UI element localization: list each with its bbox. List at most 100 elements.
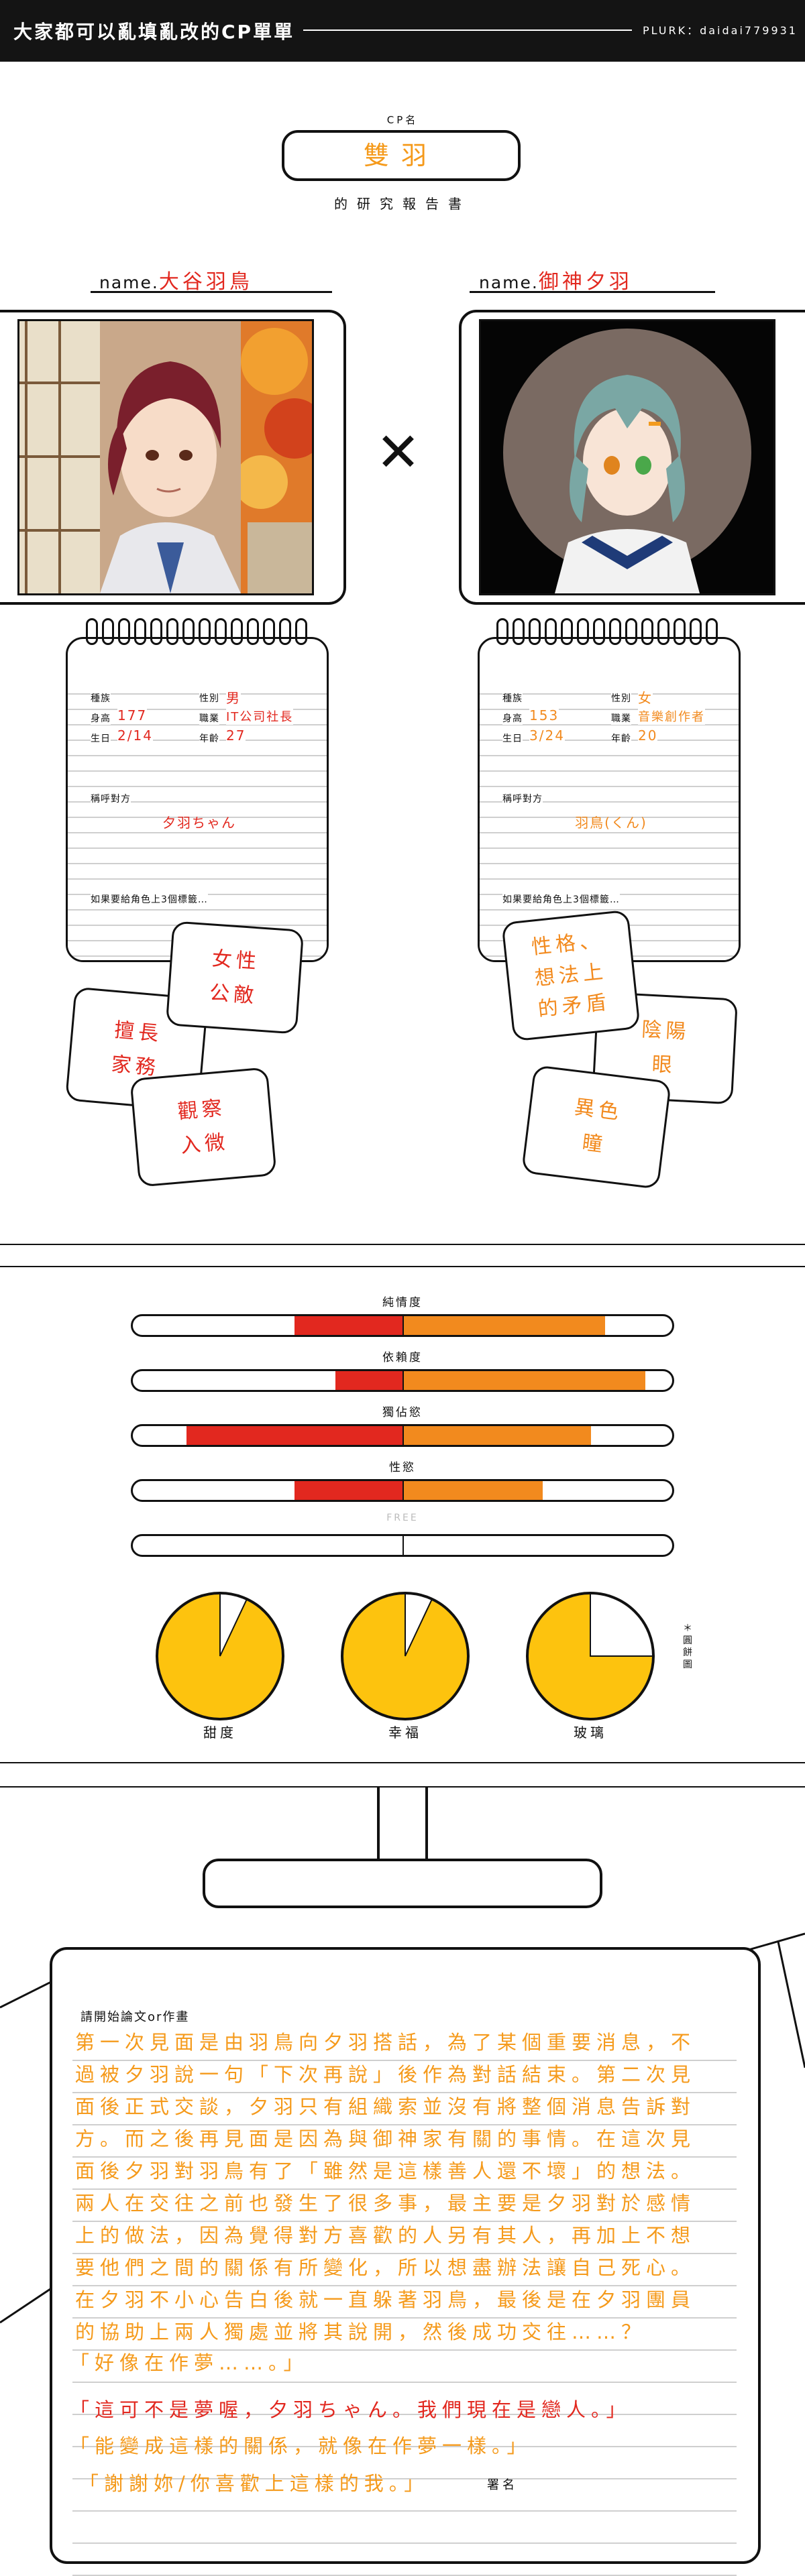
signature-label: 署名	[487, 2478, 518, 2492]
left-tag-3: 觀察 入微	[129, 1067, 277, 1187]
essay-rule	[72, 2349, 737, 2351]
plurk-credit: PLURK：daidai779931	[643, 24, 798, 37]
left-notebook-rings	[86, 618, 314, 652]
notebook-ring	[279, 618, 291, 645]
bar-midline	[402, 1371, 404, 1390]
essay-panel	[50, 1947, 761, 2564]
right-gender-value: 女	[638, 687, 653, 707]
right-height-value: 153	[529, 707, 559, 723]
cp-name-box: 雙羽	[282, 130, 521, 181]
right-callname-label: 稱呼對方	[502, 792, 543, 805]
notebook-ring	[593, 618, 605, 645]
left-age-value: 27	[226, 727, 246, 744]
left-job-value: IT公司社長	[226, 707, 294, 725]
pie-label-sweetness: 甜度	[203, 1724, 237, 1741]
right-notebook: 種族 性別 女 身高 153 職業 音樂創作者 生日 3/24 年齡 20 稱呼…	[478, 637, 741, 962]
cp-name-label: CP名	[386, 114, 419, 126]
right-race-label: 種族	[502, 691, 523, 705]
left-name-prefix: name.	[99, 273, 159, 292]
bar-fill-left	[294, 1316, 402, 1335]
essay-rule	[72, 2221, 737, 2222]
essay-line: 在夕羽不小心告白後就一直躲著羽鳥，最後是在夕羽團員	[75, 2288, 696, 2311]
right-notebook-rings	[496, 618, 724, 652]
essay-line: 過被夕羽說一句「下次再說」後作為對話結束。第二次見	[75, 2063, 696, 2086]
right-tag-3: 異色瞳	[521, 1065, 672, 1189]
notebook-ring	[134, 618, 146, 645]
right-callname-value: 羽鳥(くん)	[575, 815, 647, 831]
essay-rule	[72, 2542, 737, 2544]
left-height-label: 身高	[91, 711, 111, 725]
essay-rule	[72, 2414, 737, 2415]
pie-happiness	[338, 1589, 472, 1723]
bar-midline	[402, 1316, 404, 1335]
essay-line: 方。而之後再見面是因為與御神家有關的事情。在這次見	[75, 2127, 696, 2150]
quote-2: 「這可不是夢喔，夕羽ちゃん。我們現在是戀人。」	[70, 2398, 631, 2421]
bar-meter	[131, 1424, 674, 1447]
essay-rule	[72, 2446, 737, 2447]
left-birthday-value: 2/14	[117, 727, 153, 744]
report-subtitle: 的研究報告書	[334, 196, 471, 212]
header-divider	[303, 30, 632, 31]
notebook-ring	[182, 618, 195, 645]
notebook-ring	[690, 618, 702, 645]
times-icon: ✕	[376, 421, 421, 483]
notebook-ring	[247, 618, 259, 645]
left-portrait-frame	[0, 310, 346, 605]
notebook-ring	[263, 618, 275, 645]
bar-fill-right	[402, 1481, 543, 1500]
right-name-label: name.御神夕羽	[479, 265, 633, 294]
quote-1: 「好像在作夢……。」	[70, 2351, 309, 2374]
pie-outline	[526, 1592, 655, 1720]
pie-label-happiness: 幸福	[388, 1724, 422, 1741]
bar-midline	[402, 1481, 404, 1500]
notebook-ring	[166, 618, 178, 645]
left-tags-label: 如果要給角色上3個標籤…	[91, 892, 208, 906]
bar-meter	[131, 1369, 674, 1392]
pie-label-glass: 玻璃	[574, 1724, 607, 1741]
notebook-ring	[496, 618, 508, 645]
notebook-ring	[657, 618, 669, 645]
left-age-label: 年齡	[199, 731, 219, 745]
pie-sweetness	[153, 1589, 287, 1723]
notebook-ring	[577, 618, 589, 645]
essay-line: 兩人在交往之前也發生了很多事，最主要是夕羽對於感情	[75, 2192, 696, 2215]
essay-rule	[72, 2478, 737, 2479]
notebook-ruled-lines	[68, 679, 327, 960]
pie-outline	[156, 1592, 284, 1720]
notebook-ring	[513, 618, 525, 645]
bar-midline	[402, 1536, 404, 1555]
monitor-scene	[0, 1786, 805, 2324]
right-name-value: 御神夕羽	[538, 270, 633, 294]
notebook-ring	[545, 618, 557, 645]
bar-label: 純情度	[382, 1296, 423, 1309]
notebook-ring	[561, 618, 573, 645]
notebook-ring	[529, 618, 541, 645]
bar-fill-right	[402, 1371, 645, 1390]
bar-meter	[131, 1534, 674, 1557]
left-name-label: name.大谷羽鳥	[99, 265, 253, 294]
left-callname-value: 夕羽ちゃん	[162, 815, 236, 831]
pie-note: ＊圓餅圖	[683, 1623, 692, 1670]
pie-chart	[341, 1592, 470, 1720]
notebook-ring	[215, 618, 227, 645]
essay-rule	[72, 2124, 737, 2125]
left-race-label: 種族	[91, 691, 111, 705]
section-divider	[0, 1762, 805, 1763]
bar-meter	[131, 1479, 674, 1502]
right-tag-1: 性格、 想法上 的矛盾	[501, 909, 641, 1042]
right-height-label: 身高	[502, 711, 523, 725]
essay-line: 面後夕羽對羽鳥有了「雖然是這樣善人還不壞」的想法。	[75, 2160, 696, 2182]
section-divider	[0, 1244, 805, 1245]
essay-line: 要他們之間的關係有所變化，所以想盡辦法讓自己死心。	[75, 2256, 696, 2279]
right-job-value: 音樂創作者	[638, 707, 705, 725]
essay-line: 面後正式交談，夕羽只有組織索並沒有將整個消息告訴對	[75, 2095, 696, 2118]
bar-fill-left	[335, 1371, 402, 1390]
essay-line: 第一次見面是由羽鳥向夕羽搭話，為了某個重要消息，不	[75, 2031, 696, 2054]
notebook-ring	[625, 618, 637, 645]
essay-body: 第一次見面是由羽鳥向夕羽搭話，為了某個重要消息，不 過被夕羽說一句「下次再說」後作…	[75, 2026, 739, 2348]
right-age-value: 20	[638, 727, 658, 744]
portrait-illustration-right	[481, 321, 773, 593]
notebook-ring	[118, 618, 130, 645]
left-gender-label: 性別	[199, 691, 219, 705]
left-notebook: 種族 性別 男 身高 177 職業 IT公司社長 生日 2/14 年齡 27 稱…	[66, 637, 329, 962]
